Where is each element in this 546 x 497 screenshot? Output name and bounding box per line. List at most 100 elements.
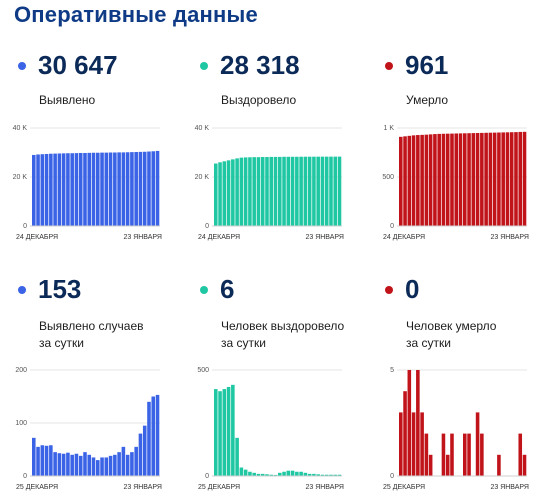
- bar: [214, 163, 218, 226]
- stat-label-line: Выявлено случаев: [39, 319, 144, 333]
- y-tick-label: 1 K: [383, 125, 394, 132]
- bar: [307, 156, 312, 226]
- bar: [303, 156, 308, 226]
- stat-label-line: Выявлено: [39, 93, 96, 107]
- bar: [518, 131, 523, 226]
- bar: [44, 153, 49, 226]
- bar: [243, 157, 248, 226]
- x-tick-label: 25 ДЕКАБРЯ: [16, 484, 58, 491]
- stat-value: 961: [405, 50, 449, 80]
- bar: [147, 151, 151, 226]
- bar: [36, 446, 40, 476]
- bar: [450, 133, 454, 226]
- bar: [91, 457, 96, 476]
- bar: [441, 433, 446, 476]
- bar: [57, 153, 62, 226]
- bar: [130, 152, 134, 226]
- bar: [471, 133, 476, 226]
- bar: [450, 433, 454, 476]
- bar: [66, 452, 70, 476]
- bar: [151, 396, 156, 476]
- y-tick-label: 20 K: [13, 174, 28, 181]
- page-title: Оперативные данные: [14, 2, 258, 27]
- bar: [403, 391, 407, 476]
- stat-label: Умерло: [406, 92, 448, 109]
- bar: [278, 156, 282, 226]
- bar: [320, 474, 325, 476]
- bar: [142, 151, 147, 226]
- stat-label-line: за сутки: [406, 336, 451, 350]
- bar: [117, 452, 121, 476]
- bar: [256, 473, 261, 476]
- bar: [278, 472, 282, 476]
- bar: [269, 474, 274, 476]
- bar: [53, 153, 57, 226]
- bar: [265, 157, 269, 226]
- y-tick-label: 40 K: [13, 125, 28, 132]
- bar: [428, 134, 433, 226]
- bar: [424, 433, 429, 476]
- bar: [121, 152, 126, 226]
- bar: [333, 156, 338, 226]
- bar: [214, 389, 218, 476]
- stat-value: 153: [38, 274, 82, 304]
- bar: [265, 474, 269, 476]
- bar: [269, 156, 274, 226]
- x-tick-label: 23 ЯНВАРЯ: [490, 484, 529, 491]
- bar: [320, 156, 325, 226]
- bar: [505, 132, 510, 226]
- bar: [411, 412, 416, 476]
- bar: [411, 135, 416, 226]
- bar: [78, 455, 83, 476]
- bar: [239, 467, 244, 476]
- bar: [96, 460, 100, 476]
- y-tick-label: 200: [15, 367, 27, 374]
- bar: [226, 386, 231, 476]
- bar: [480, 132, 484, 226]
- chart-detected: 0 20 K 40 K 24 ДЕКАБРЯ 23 ЯНВАРЯ: [13, 125, 162, 241]
- bar: [329, 474, 333, 476]
- bar: [74, 453, 79, 476]
- bar: [273, 474, 278, 476]
- bar: [155, 150, 160, 226]
- y-tick-label: 0: [23, 473, 27, 480]
- bar: [49, 445, 53, 476]
- bar: [337, 474, 342, 476]
- chart-recovered-daily: 0 500 25 ДЕКАБРЯ 23 ЯНВАРЯ: [197, 367, 344, 491]
- bar: [467, 133, 471, 226]
- bar: [260, 157, 265, 226]
- bar: [337, 156, 342, 226]
- bar: [70, 454, 74, 476]
- y-tick-label: 0: [390, 473, 394, 480]
- bar: [130, 452, 134, 476]
- bar: [121, 446, 126, 476]
- bar: [231, 159, 235, 226]
- bar: [316, 156, 320, 226]
- y-tick-label: 0: [205, 473, 209, 480]
- bar: [222, 389, 227, 476]
- stat-label-line: Умерло: [406, 93, 449, 107]
- bar: [74, 153, 79, 226]
- bar: [454, 133, 459, 226]
- bar: [433, 134, 437, 226]
- bar: [286, 470, 291, 476]
- bar: [509, 132, 514, 226]
- bar: [428, 454, 433, 476]
- bar: [484, 132, 488, 226]
- stat-label: Человек выздоровело за сутки: [221, 318, 344, 352]
- bar: [57, 453, 62, 476]
- bar: [416, 370, 420, 476]
- bar: [303, 472, 308, 476]
- bar: [273, 156, 278, 226]
- bar: [399, 136, 403, 226]
- bar: [312, 473, 316, 476]
- bar: [83, 152, 87, 226]
- bar: [155, 394, 160, 476]
- bar: [231, 384, 235, 476]
- stat-label: Выздоровело: [221, 92, 296, 109]
- bar: [312, 156, 316, 226]
- bar: [104, 457, 109, 476]
- stat-value: 30 647: [38, 50, 118, 80]
- bar: [290, 156, 295, 226]
- y-tick-label: 100: [15, 420, 27, 427]
